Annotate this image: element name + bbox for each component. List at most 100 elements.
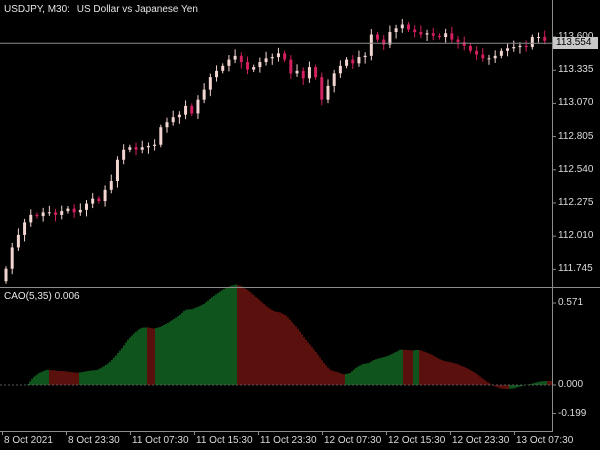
candle bbox=[103, 185, 107, 207]
candle bbox=[481, 48, 485, 62]
candle-body bbox=[134, 147, 138, 150]
candle bbox=[146, 142, 150, 154]
candle-body bbox=[506, 48, 510, 51]
candle bbox=[66, 206, 70, 214]
candle bbox=[425, 29, 429, 42]
price-axis-label: 112.805 bbox=[558, 130, 594, 142]
candle-body bbox=[122, 149, 126, 160]
candle-body bbox=[425, 33, 429, 35]
price-axis-label: 112.275 bbox=[558, 196, 594, 208]
candle-body bbox=[84, 203, 88, 210]
candle bbox=[153, 139, 157, 151]
candle bbox=[72, 204, 76, 218]
candle bbox=[54, 208, 58, 222]
candle-body bbox=[202, 89, 206, 100]
candle bbox=[115, 156, 119, 188]
candle bbox=[10, 242, 14, 275]
candle bbox=[332, 69, 336, 93]
candle bbox=[363, 52, 367, 64]
candle-body bbox=[537, 37, 541, 39]
candle-body bbox=[289, 59, 293, 74]
candle bbox=[208, 73, 212, 97]
candle-body bbox=[54, 212, 58, 215]
candle-body bbox=[363, 55, 367, 58]
cao-histogram bbox=[27, 284, 553, 389]
candle bbox=[518, 42, 522, 54]
candle-body bbox=[29, 214, 33, 223]
candle-body bbox=[493, 55, 497, 59]
candle-body bbox=[208, 77, 212, 90]
candle-body bbox=[23, 222, 27, 235]
candle bbox=[122, 144, 126, 165]
candle-body bbox=[233, 55, 237, 60]
indicator-axis-label: -0.199 bbox=[558, 407, 587, 419]
candle-body bbox=[47, 212, 51, 214]
candle bbox=[91, 193, 95, 209]
candle-body bbox=[499, 50, 503, 56]
candle-body bbox=[115, 159, 119, 182]
indicator-axis-label: 0.000 bbox=[558, 378, 584, 390]
candle-body bbox=[196, 99, 200, 114]
time-axis-label: 11 Oct 15:30 bbox=[196, 435, 253, 446]
candle bbox=[351, 55, 355, 69]
candle bbox=[276, 47, 280, 62]
candle bbox=[190, 103, 194, 116]
candle bbox=[171, 110, 175, 126]
candle bbox=[345, 57, 349, 69]
candle-body bbox=[369, 34, 373, 56]
candle-body bbox=[60, 211, 64, 215]
candle-body bbox=[338, 65, 342, 74]
candle bbox=[419, 25, 423, 39]
time-axis-label: 8 Oct 2021 bbox=[4, 435, 53, 446]
time-axis-label: 13 Oct 07:30 bbox=[516, 435, 574, 446]
candle-body bbox=[35, 214, 39, 217]
candle bbox=[487, 54, 491, 65]
candle-body bbox=[159, 127, 163, 145]
candle-body bbox=[518, 45, 522, 48]
candle-body bbox=[512, 47, 516, 49]
candle-body bbox=[406, 24, 410, 30]
candle-body bbox=[264, 58, 268, 63]
candle bbox=[41, 207, 45, 222]
candle bbox=[537, 32, 541, 43]
candle-body bbox=[190, 105, 194, 114]
time-axis-label: 11 Oct 23:30 bbox=[260, 435, 317, 446]
candle bbox=[450, 26, 454, 44]
candle-body bbox=[252, 67, 256, 70]
price-axis-label: 112.540 bbox=[558, 163, 594, 175]
candle-body bbox=[382, 39, 386, 45]
candle-body bbox=[91, 198, 95, 204]
candle bbox=[475, 46, 479, 61]
candle bbox=[382, 35, 386, 51]
candle-body bbox=[524, 45, 528, 48]
candle-body bbox=[128, 147, 132, 150]
candle-body bbox=[394, 28, 398, 33]
price-axis-label: 112.010 bbox=[558, 230, 594, 242]
candle bbox=[413, 25, 417, 38]
candle bbox=[47, 205, 51, 216]
candle-body bbox=[153, 144, 157, 146]
indicator-name: CAO(5,35) bbox=[4, 291, 52, 302]
candle-body bbox=[301, 70, 305, 79]
candle bbox=[239, 52, 243, 69]
candle-body bbox=[431, 33, 435, 36]
candle bbox=[388, 25, 392, 49]
candle bbox=[35, 212, 39, 219]
candle bbox=[295, 64, 299, 77]
candle-body bbox=[388, 32, 392, 45]
candle bbox=[252, 64, 256, 73]
candle bbox=[196, 95, 200, 119]
candle bbox=[109, 174, 113, 194]
candle bbox=[512, 40, 516, 52]
candle bbox=[307, 61, 311, 83]
candle bbox=[4, 266, 8, 284]
price-candles bbox=[4, 19, 547, 284]
candle bbox=[184, 100, 188, 120]
candle bbox=[270, 53, 274, 65]
candle-body bbox=[419, 32, 423, 35]
candle-body bbox=[413, 29, 417, 33]
candle bbox=[289, 55, 293, 79]
candle bbox=[320, 72, 324, 106]
